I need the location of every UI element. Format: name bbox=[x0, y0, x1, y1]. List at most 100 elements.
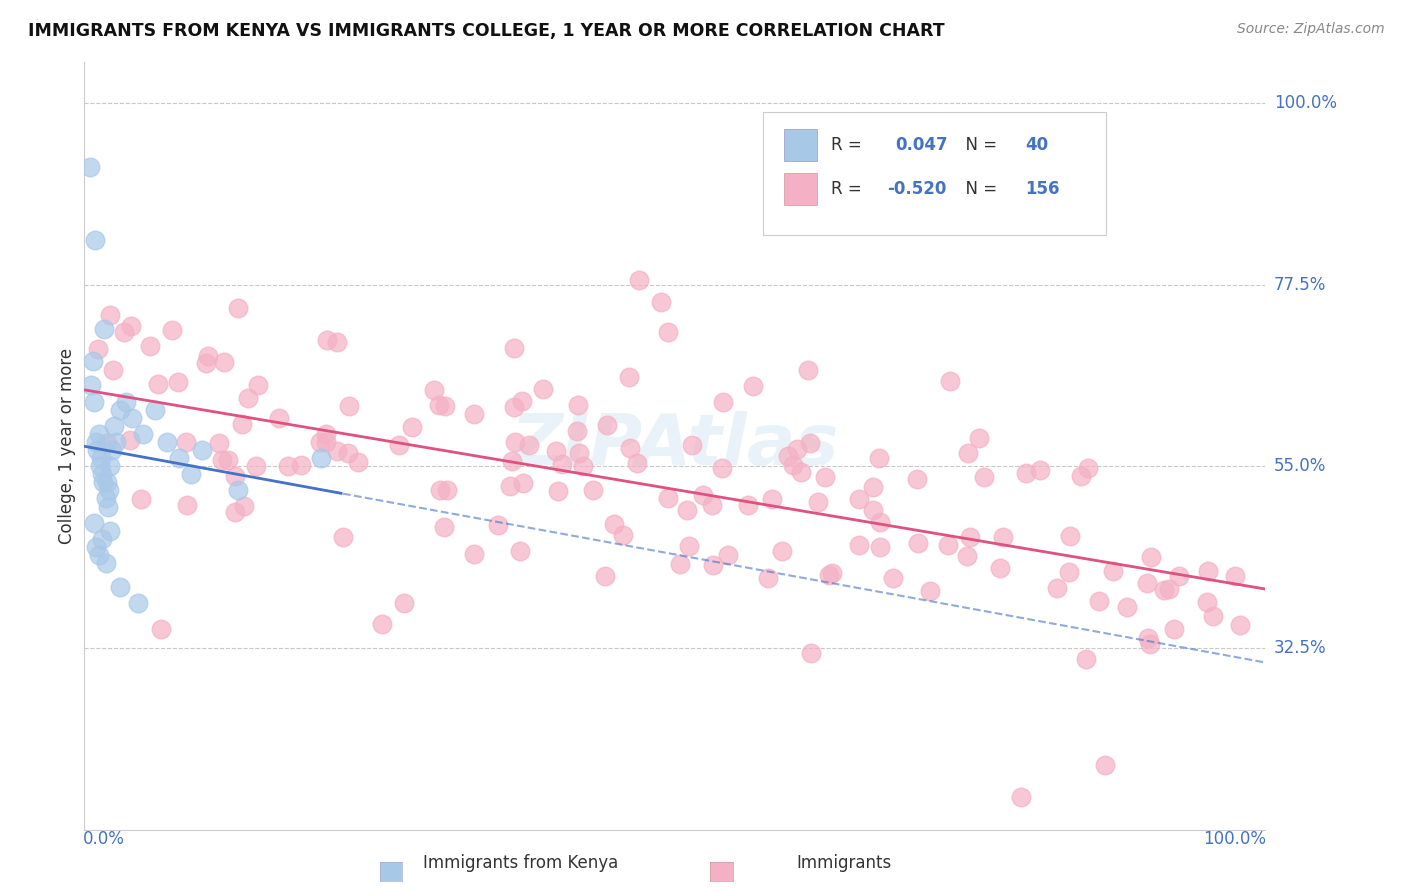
Point bbox=[337, 399, 360, 413]
Point bbox=[336, 446, 359, 460]
Point bbox=[463, 408, 485, 422]
Point bbox=[568, 445, 591, 459]
Point bbox=[918, 584, 941, 599]
Text: N =: N = bbox=[955, 136, 1002, 154]
Point bbox=[98, 308, 121, 322]
Point bbox=[1059, 528, 1081, 542]
Point bbox=[211, 453, 233, 467]
Point bbox=[91, 467, 114, 482]
Point bbox=[1229, 618, 1251, 632]
Point bbox=[848, 538, 870, 552]
Point bbox=[108, 402, 131, 417]
Point bbox=[97, 500, 120, 514]
Point bbox=[93, 322, 115, 336]
Point bbox=[1088, 593, 1111, 607]
Point bbox=[603, 517, 626, 532]
Point bbox=[676, 503, 699, 517]
Point bbox=[89, 459, 111, 474]
Point bbox=[761, 491, 783, 506]
Point bbox=[429, 483, 451, 497]
Point bbox=[82, 354, 104, 368]
Point bbox=[83, 394, 105, 409]
Point bbox=[678, 539, 700, 553]
Point bbox=[713, 395, 735, 409]
Text: R =: R = bbox=[831, 136, 872, 154]
Text: 32.5%: 32.5% bbox=[1274, 639, 1326, 657]
Text: 55.0%: 55.0% bbox=[1274, 458, 1326, 475]
Point bbox=[509, 543, 531, 558]
Point bbox=[233, 499, 256, 513]
Point bbox=[869, 540, 891, 554]
Point bbox=[957, 445, 980, 459]
Point bbox=[799, 646, 821, 660]
Point bbox=[84, 233, 107, 247]
Text: Immigrants from Kenya: Immigrants from Kenya bbox=[423, 855, 617, 872]
Point bbox=[315, 434, 337, 449]
Point bbox=[711, 461, 734, 475]
Point bbox=[510, 393, 533, 408]
Point bbox=[956, 549, 979, 564]
Point bbox=[501, 454, 523, 468]
Point bbox=[94, 556, 117, 570]
Point bbox=[423, 383, 446, 397]
Point bbox=[862, 503, 884, 517]
FancyBboxPatch shape bbox=[783, 173, 817, 205]
Point bbox=[90, 451, 112, 466]
Point bbox=[959, 530, 981, 544]
Point bbox=[596, 418, 619, 433]
Point bbox=[207, 435, 229, 450]
Point bbox=[782, 458, 804, 472]
Point bbox=[108, 580, 131, 594]
Text: ZIPAtlas: ZIPAtlas bbox=[510, 411, 839, 481]
Point bbox=[148, 377, 170, 392]
Text: 40: 40 bbox=[1025, 136, 1049, 154]
Point bbox=[807, 495, 830, 509]
Point bbox=[100, 443, 122, 458]
Point bbox=[657, 491, 679, 505]
Point bbox=[98, 483, 121, 498]
Point bbox=[969, 431, 991, 445]
Point bbox=[612, 528, 634, 542]
Point bbox=[1136, 576, 1159, 591]
Point bbox=[84, 434, 107, 449]
FancyBboxPatch shape bbox=[763, 112, 1107, 235]
Point bbox=[517, 438, 540, 452]
Point bbox=[905, 471, 928, 485]
Point bbox=[84, 540, 107, 554]
Text: IMMIGRANTS FROM KENYA VS IMMIGRANTS COLLEGE, 1 YEAR OR MORE CORRELATION CHART: IMMIGRANTS FROM KENYA VS IMMIGRANTS COLL… bbox=[28, 22, 945, 40]
Point bbox=[486, 518, 509, 533]
Point bbox=[309, 434, 332, 449]
Point bbox=[572, 458, 595, 473]
Point bbox=[1046, 582, 1069, 596]
Point bbox=[131, 492, 153, 507]
Point bbox=[1057, 565, 1080, 579]
Point bbox=[593, 569, 616, 583]
Point bbox=[533, 382, 555, 396]
Text: 77.5%: 77.5% bbox=[1274, 276, 1326, 293]
Point bbox=[1094, 758, 1116, 772]
Point bbox=[627, 273, 650, 287]
Point bbox=[212, 355, 235, 369]
Point bbox=[191, 443, 214, 458]
Point bbox=[502, 341, 524, 355]
Point bbox=[463, 548, 485, 562]
Point bbox=[388, 438, 411, 452]
Point bbox=[87, 426, 110, 441]
Text: Source: ZipAtlas.com: Source: ZipAtlas.com bbox=[1237, 22, 1385, 37]
Point bbox=[939, 374, 962, 388]
Text: 156: 156 bbox=[1025, 180, 1060, 198]
Point bbox=[160, 323, 183, 337]
Point bbox=[87, 342, 110, 356]
Point bbox=[799, 436, 821, 450]
Point bbox=[132, 426, 155, 441]
Point bbox=[156, 434, 179, 449]
Point bbox=[96, 435, 118, 450]
Point bbox=[567, 398, 589, 412]
Point bbox=[1202, 609, 1225, 624]
Point bbox=[770, 543, 793, 558]
Point bbox=[692, 488, 714, 502]
Point bbox=[786, 442, 808, 456]
Point bbox=[290, 458, 312, 473]
Point bbox=[180, 467, 202, 482]
FancyBboxPatch shape bbox=[783, 129, 817, 161]
